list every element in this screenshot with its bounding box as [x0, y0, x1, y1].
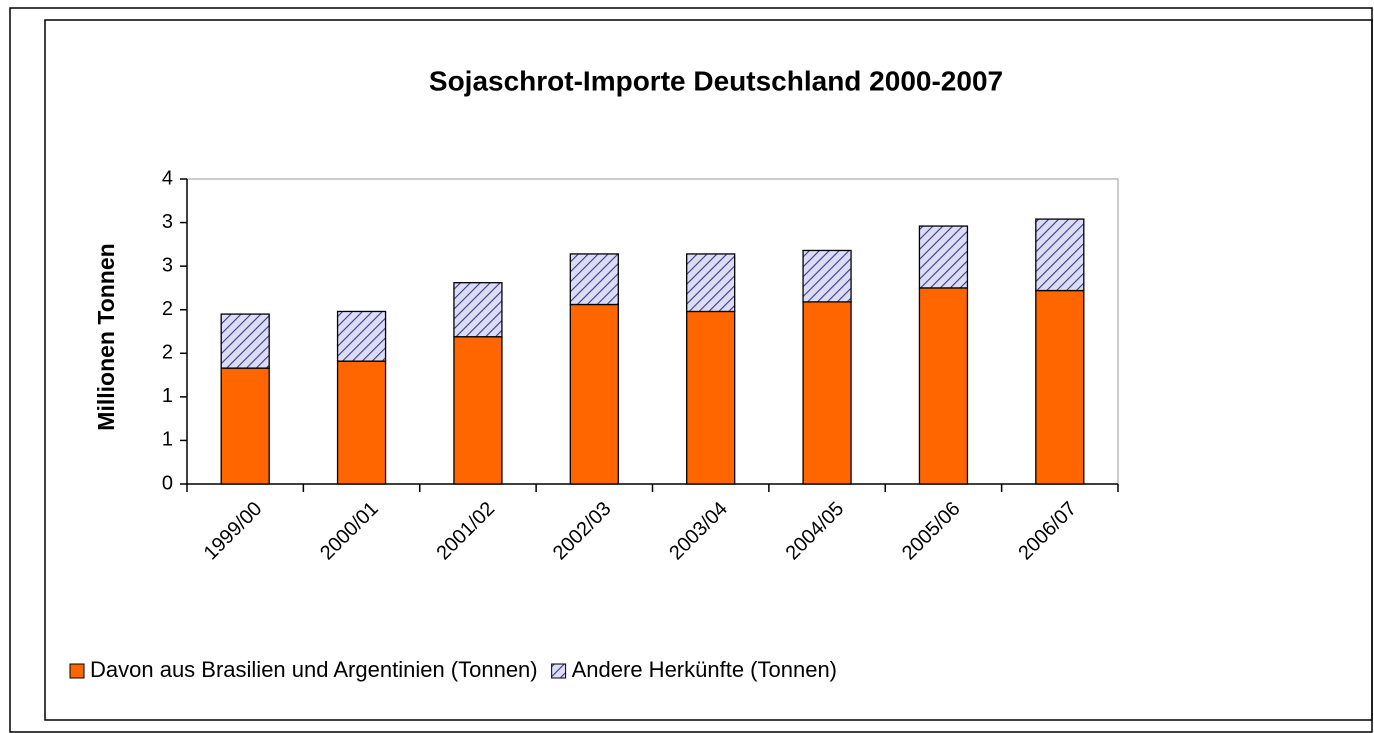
x-tick-label: 2005/06: [898, 498, 965, 565]
bar-segment: [336, 310, 387, 362]
bar-segment: [1035, 289, 1085, 485]
x-tick-label: 2000/01: [316, 498, 383, 565]
y-tick-label: 4: [162, 167, 173, 189]
y-tick-label: 1: [162, 429, 173, 451]
bar-segment: [220, 313, 270, 369]
x-tick-label: 2004/05: [782, 498, 849, 565]
legend-label: Andere Herkünfte (Tonnen): [572, 657, 837, 682]
legend-swatch: [551, 663, 567, 679]
bar-segment: [1035, 218, 1085, 292]
x-tick-label: 2001/02: [433, 498, 500, 565]
y-tick-label: 1: [162, 385, 173, 407]
legend-swatch: [69, 663, 85, 679]
legend-label: Davon aus Brasilien und Argentinien (Ton…: [90, 657, 538, 682]
chart-frame: [44, 19, 1373, 721]
y-tick-label: 3: [162, 211, 173, 233]
bar-segment: [686, 310, 736, 485]
bar-segment: [453, 336, 503, 485]
bar-segment: [453, 282, 503, 338]
bar-segment: [802, 301, 852, 485]
plot-area: [186, 178, 1119, 485]
bar-segment: [802, 249, 852, 303]
bar-segment: [918, 225, 969, 289]
bar-segment: [569, 303, 619, 485]
chart-title: Sojaschrot-Importe Deutschland 2000-2007: [429, 65, 1003, 96]
y-tick-label: 3: [162, 254, 173, 276]
bar-segment: [918, 287, 969, 485]
y-tick-label: 0: [162, 472, 173, 494]
bar-segment: [569, 253, 619, 306]
x-tick-label: 2002/03: [549, 498, 616, 565]
y-tick-label: 2: [162, 342, 173, 364]
x-tick-label: 2006/07: [1014, 498, 1081, 565]
bar-segment: [220, 367, 270, 485]
x-tick-label: 1999/00: [200, 498, 267, 565]
y-tick-label: 2: [162, 298, 173, 320]
y-axis-label: Millionen Tonnen: [93, 243, 119, 430]
x-tick-label: 2003/04: [665, 498, 732, 565]
bar-segment: [336, 360, 387, 485]
bar-segment: [686, 253, 736, 313]
